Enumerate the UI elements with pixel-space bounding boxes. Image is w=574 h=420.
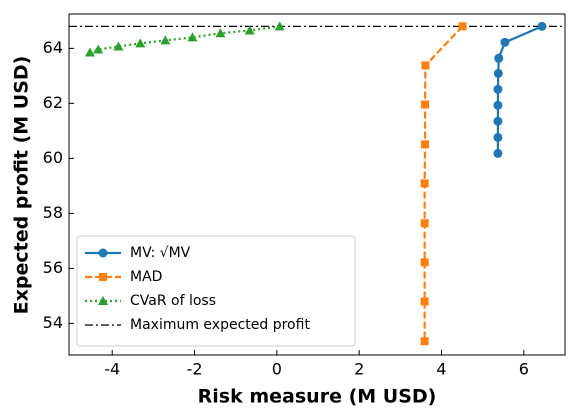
marker [458, 22, 467, 31]
y-tick-label: 62 [43, 93, 63, 112]
marker [493, 68, 503, 78]
legend-box [76, 235, 356, 347]
marker [421, 61, 430, 70]
marker [421, 140, 430, 149]
x-tick-label: -2 [187, 360, 203, 379]
marker [420, 297, 429, 306]
x-tick-label: 6 [519, 360, 529, 379]
legend-marker [98, 248, 108, 258]
marker [494, 53, 504, 63]
legend-marker [99, 273, 107, 281]
marker [493, 100, 503, 110]
legend-label: MAD [130, 269, 162, 285]
y-tick-label: 54 [43, 313, 63, 332]
marker [493, 148, 503, 158]
marker [500, 37, 510, 47]
plot-frame [68, 13, 566, 356]
marker [537, 21, 547, 31]
x-tick-label: 0 [272, 360, 282, 379]
marker [113, 41, 124, 51]
marker [160, 35, 171, 45]
marker [84, 47, 95, 57]
legend-label: CVaR of loss [130, 293, 216, 309]
y-axis-label: Expected profit (M USD) [11, 56, 33, 315]
marker [493, 132, 503, 142]
y-tick-label: 58 [43, 203, 63, 222]
marker [244, 25, 255, 35]
x-tick-label: 2 [354, 360, 364, 379]
marker [421, 100, 430, 109]
marker [420, 219, 429, 228]
y-tick-label: 60 [43, 148, 63, 167]
marker [215, 28, 226, 38]
series-line [423, 25, 464, 342]
x-tick-label: 4 [436, 360, 446, 379]
legend-marker [98, 296, 108, 305]
marker [93, 44, 104, 54]
marker [187, 32, 198, 42]
marker [493, 116, 503, 126]
marker [135, 38, 146, 48]
y-tick-label: 64 [43, 38, 63, 57]
y-tick-label: 56 [43, 258, 63, 277]
legend-label: Maximum expected profit [130, 317, 310, 333]
marker [493, 84, 503, 94]
marker [274, 21, 285, 31]
marker [420, 179, 429, 188]
marker [420, 337, 429, 346]
legend-label: MV: √MV [130, 245, 191, 261]
x-tick-label: -4 [104, 360, 120, 379]
marker [420, 258, 429, 267]
x-axis-label: Risk measure (M USD) [198, 386, 437, 408]
